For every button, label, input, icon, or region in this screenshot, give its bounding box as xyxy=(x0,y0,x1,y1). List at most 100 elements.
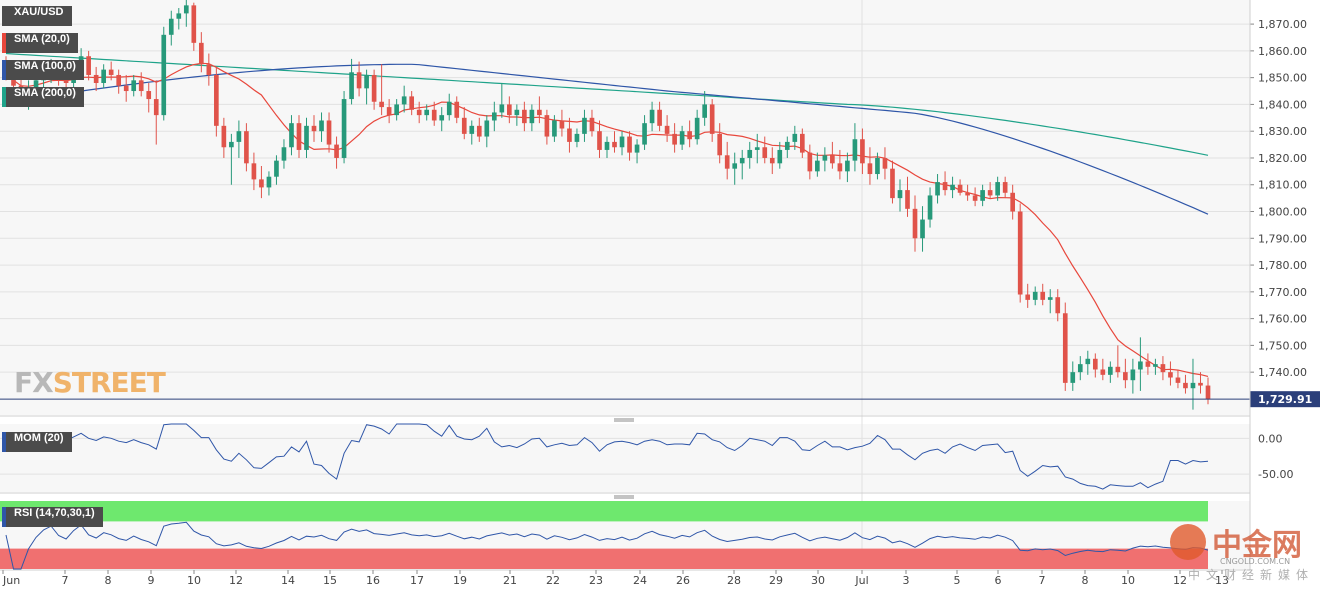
candle xyxy=(394,99,399,121)
candle-body xyxy=(229,141,234,148)
candle xyxy=(957,179,963,196)
brand-logo: FXSTREET xyxy=(14,366,166,399)
candle xyxy=(890,160,895,204)
sma20-label[interactable]: SMA (20,0) xyxy=(2,33,78,53)
candle-body xyxy=(1153,364,1158,367)
candle xyxy=(221,117,227,158)
candle-body xyxy=(146,91,152,100)
candle xyxy=(409,91,415,116)
candle xyxy=(176,8,182,30)
candle xyxy=(1025,283,1031,308)
candle-body xyxy=(289,123,294,148)
candle-body xyxy=(1183,382,1188,389)
candle-body xyxy=(694,117,700,140)
candle-body xyxy=(544,115,550,137)
candle xyxy=(822,147,828,172)
mom-label[interactable]: MOM (20) xyxy=(2,432,72,452)
x-tick-label: 28 xyxy=(727,574,741,587)
candle xyxy=(792,125,798,150)
candle xyxy=(1198,372,1203,394)
candle-body xyxy=(33,80,39,89)
candle xyxy=(311,115,317,142)
candle-body xyxy=(251,163,257,180)
x-tick-label: 9 xyxy=(148,574,155,587)
candle-body xyxy=(1010,192,1016,212)
candle-body xyxy=(484,120,490,137)
candle xyxy=(424,104,430,121)
candle xyxy=(108,61,114,81)
sma200-label[interactable]: SMA (200,0) xyxy=(2,87,84,107)
watermark: 中金网 CNGOLD.COM.CN 中文财经新媒体 xyxy=(1168,520,1318,588)
candle-body xyxy=(379,101,384,108)
candle-body xyxy=(672,133,677,145)
candle-body xyxy=(679,131,685,145)
candle-body xyxy=(1032,291,1038,300)
candle-body xyxy=(386,107,392,116)
price-tick-label: 1,820.00 xyxy=(1258,152,1307,165)
candle-body xyxy=(920,219,925,239)
sma100-line xyxy=(5,63,1209,215)
candle-body xyxy=(491,112,497,121)
candle xyxy=(499,83,505,118)
price-tick-label: 1,800.00 xyxy=(1258,206,1307,219)
candle xyxy=(1085,350,1091,375)
candle xyxy=(229,133,234,185)
candle-body xyxy=(890,168,895,199)
candle xyxy=(304,117,309,158)
candle xyxy=(1047,289,1053,314)
candle xyxy=(965,184,970,201)
candle xyxy=(1115,345,1121,378)
candle xyxy=(1145,353,1151,375)
candle xyxy=(349,58,354,105)
candle-body xyxy=(987,190,993,196)
candle xyxy=(762,136,768,164)
price-tick-label: 1,760.00 xyxy=(1258,313,1307,326)
candle-body xyxy=(1055,297,1061,314)
candle-body xyxy=(1092,358,1098,370)
candle-body xyxy=(807,152,813,172)
mom-swatch xyxy=(2,432,6,452)
candle-body xyxy=(965,192,970,196)
candle xyxy=(679,125,685,150)
rsi-label[interactable]: RSI (14,70,30,1) xyxy=(2,507,103,527)
candle xyxy=(687,120,692,148)
candle xyxy=(754,133,760,164)
candle xyxy=(1183,374,1188,394)
x-tick-label: 7 xyxy=(1039,574,1046,587)
candle xyxy=(815,152,820,177)
candle-body xyxy=(815,160,820,172)
candle-body xyxy=(394,104,399,116)
candle xyxy=(1108,361,1113,383)
candle-body xyxy=(356,72,362,89)
candle xyxy=(86,50,91,81)
symbol-swatch xyxy=(2,6,6,26)
candle-body xyxy=(905,190,910,209)
candle-body xyxy=(1123,372,1128,381)
candle-body xyxy=(168,18,174,35)
sma100-label[interactable]: SMA (100,0) xyxy=(2,60,84,80)
candle xyxy=(807,144,813,180)
candle-body xyxy=(1198,382,1203,386)
candle-body xyxy=(259,179,264,188)
candle-body xyxy=(206,64,212,75)
candle xyxy=(935,174,940,204)
candle-body xyxy=(371,74,377,102)
candle-body xyxy=(116,74,122,86)
candle xyxy=(1153,358,1158,375)
candle-body xyxy=(612,141,617,148)
candle xyxy=(799,128,805,158)
mom-tick-label: 0.00 xyxy=(1258,432,1283,445)
candle xyxy=(274,155,279,185)
candle-body xyxy=(431,109,437,121)
candle xyxy=(717,123,723,164)
candle-body xyxy=(799,133,805,153)
symbol-label[interactable]: XAU/USD xyxy=(2,6,72,26)
candle-body xyxy=(1040,291,1046,300)
candle xyxy=(642,115,647,150)
candle-body xyxy=(529,109,535,124)
candle-body xyxy=(138,80,144,92)
candle-body xyxy=(274,160,279,177)
candle xyxy=(612,131,617,153)
candle-body xyxy=(326,120,332,145)
candle-body xyxy=(709,104,715,134)
